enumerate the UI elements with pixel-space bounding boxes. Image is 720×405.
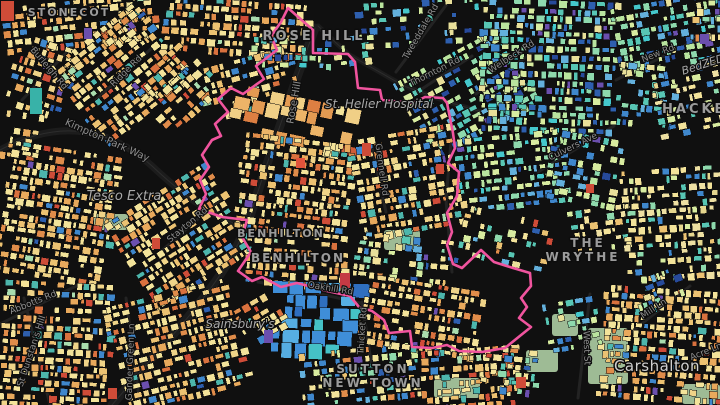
accent-building — [436, 164, 444, 174]
route-line — [197, 6, 533, 354]
accent-building — [340, 273, 350, 288]
place-label-carshalton: Carshalton — [614, 357, 700, 375]
accent-building — [1, 1, 14, 21]
place-label-the-wrythe-2: WRYTHE — [546, 250, 621, 264]
accent-building — [516, 377, 526, 388]
place-label-benhilton-2: BENHILTON — [251, 251, 345, 265]
place-label-rose-hill: ROSE HILL — [262, 29, 365, 44]
accent-building — [152, 238, 160, 249]
accent-building — [362, 143, 371, 156]
place-label-sutton-new-town-2: NEW TOWN — [322, 376, 423, 390]
place-label-hackbridge: HACKBRIDGE — [662, 102, 720, 117]
poi-label-sainsburys: Sainsbury's — [206, 317, 275, 331]
place-label-benhilton-1: BENHILTON — [237, 227, 325, 240]
accent-building — [586, 184, 594, 193]
road-label-west-st: West St — [580, 331, 591, 366]
place-label-stonecot: STONECOT — [28, 6, 110, 19]
accent-building — [264, 330, 273, 343]
poi-label-st-helier-hospital: St. Helier Hospital — [325, 97, 434, 111]
accent-building — [84, 28, 92, 39]
accent-building — [296, 158, 305, 168]
poi-label-tesco-extra: Tesco Extra — [87, 189, 162, 204]
road-label-gander-green-ln: Gander Green Ln — [125, 323, 138, 400]
place-label-sutton-new-town-1: SUTTON — [336, 362, 409, 376]
accent-building — [700, 34, 709, 44]
road-label-thicket-rd: Thicket Rd — [356, 307, 369, 356]
place-label-the-wrythe-1: THE — [570, 236, 605, 250]
accent-building — [108, 388, 117, 399]
accent-building — [30, 88, 42, 114]
